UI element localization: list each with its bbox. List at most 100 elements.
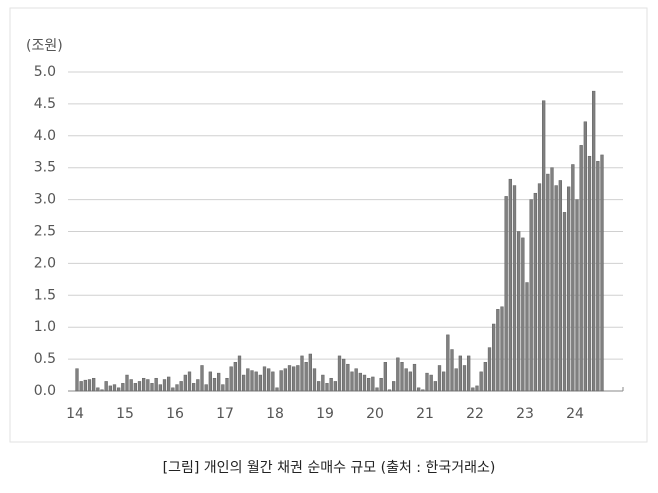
bar <box>487 347 492 392</box>
bar <box>296 365 300 392</box>
bar <box>212 377 217 392</box>
bar <box>304 362 308 392</box>
bar <box>375 387 379 392</box>
bar <box>75 368 79 392</box>
bar <box>354 368 358 392</box>
x-tick-label: 22 <box>466 406 484 422</box>
bar <box>337 355 342 392</box>
bar <box>104 381 108 392</box>
y-tick-label: 4.5 <box>34 96 56 112</box>
bar <box>475 385 479 392</box>
bar <box>517 231 521 392</box>
bar <box>587 155 592 392</box>
bar <box>225 377 229 392</box>
bar <box>558 180 562 392</box>
bar <box>592 90 596 392</box>
y-tick-label: 2.5 <box>34 224 56 240</box>
bar <box>154 377 158 392</box>
bar <box>458 355 462 392</box>
bar <box>525 282 529 392</box>
bar <box>204 384 208 392</box>
bar <box>442 371 446 392</box>
bar <box>479 371 483 392</box>
bar <box>79 381 83 392</box>
bar <box>567 186 571 392</box>
bar <box>579 145 583 392</box>
bar <box>417 387 421 392</box>
y-tick-label: 1.5 <box>34 287 56 303</box>
bar <box>396 357 400 392</box>
bar <box>600 154 604 392</box>
bar <box>275 387 279 392</box>
bar <box>300 355 304 392</box>
bar <box>312 368 317 392</box>
bar <box>83 379 87 392</box>
bar <box>321 374 325 392</box>
bar <box>175 384 179 392</box>
bar <box>183 374 187 392</box>
x-tick-label: 21 <box>416 406 434 422</box>
bar <box>200 365 204 392</box>
y-tick-label: 3.5 <box>34 160 56 176</box>
y-tick-label: 3.0 <box>34 192 56 208</box>
bar <box>462 365 467 392</box>
bar <box>133 383 137 392</box>
bar <box>429 374 433 392</box>
bar <box>450 349 454 392</box>
x-tick-label: 16 <box>166 406 184 422</box>
bar <box>504 196 508 392</box>
bar <box>108 385 112 392</box>
bar <box>362 374 367 392</box>
bar <box>125 374 129 392</box>
bar <box>371 376 375 392</box>
bar <box>283 368 287 392</box>
bar <box>179 381 183 392</box>
bar <box>208 371 212 392</box>
bar <box>287 365 292 392</box>
y-tick-label: 5.0 <box>34 64 56 80</box>
bar <box>229 366 233 392</box>
bar <box>262 366 267 392</box>
bar <box>379 377 383 392</box>
bar <box>425 372 429 392</box>
bar <box>121 383 125 392</box>
bar <box>100 389 104 392</box>
bar <box>358 372 362 392</box>
bar <box>187 371 192 392</box>
bar <box>117 387 121 392</box>
bar <box>529 199 533 392</box>
bar <box>562 212 567 392</box>
y-tick-label: 4.0 <box>34 128 56 144</box>
bar <box>167 376 171 392</box>
bar <box>521 237 525 392</box>
bar <box>171 387 175 392</box>
bar <box>350 371 354 392</box>
bar <box>92 377 96 392</box>
y-tick-label: 0.5 <box>34 351 56 367</box>
bar <box>317 381 321 392</box>
bar <box>217 372 221 392</box>
bar <box>250 370 254 392</box>
bar <box>246 368 250 392</box>
x-tick-label: 14 <box>66 406 84 422</box>
bar <box>483 362 487 392</box>
bar <box>421 389 425 392</box>
bar <box>583 121 587 392</box>
bar <box>162 379 167 392</box>
bar <box>237 355 242 392</box>
bar <box>508 178 512 392</box>
bar <box>192 383 196 392</box>
bar <box>392 381 396 392</box>
bar <box>500 306 504 392</box>
bar <box>129 379 133 392</box>
bar <box>367 377 371 392</box>
bar <box>550 167 554 392</box>
bar <box>146 379 150 392</box>
bar <box>258 374 262 392</box>
bar <box>383 362 387 392</box>
bar <box>150 383 154 392</box>
bar <box>87 379 92 392</box>
bar <box>279 370 283 392</box>
bar <box>433 381 437 392</box>
